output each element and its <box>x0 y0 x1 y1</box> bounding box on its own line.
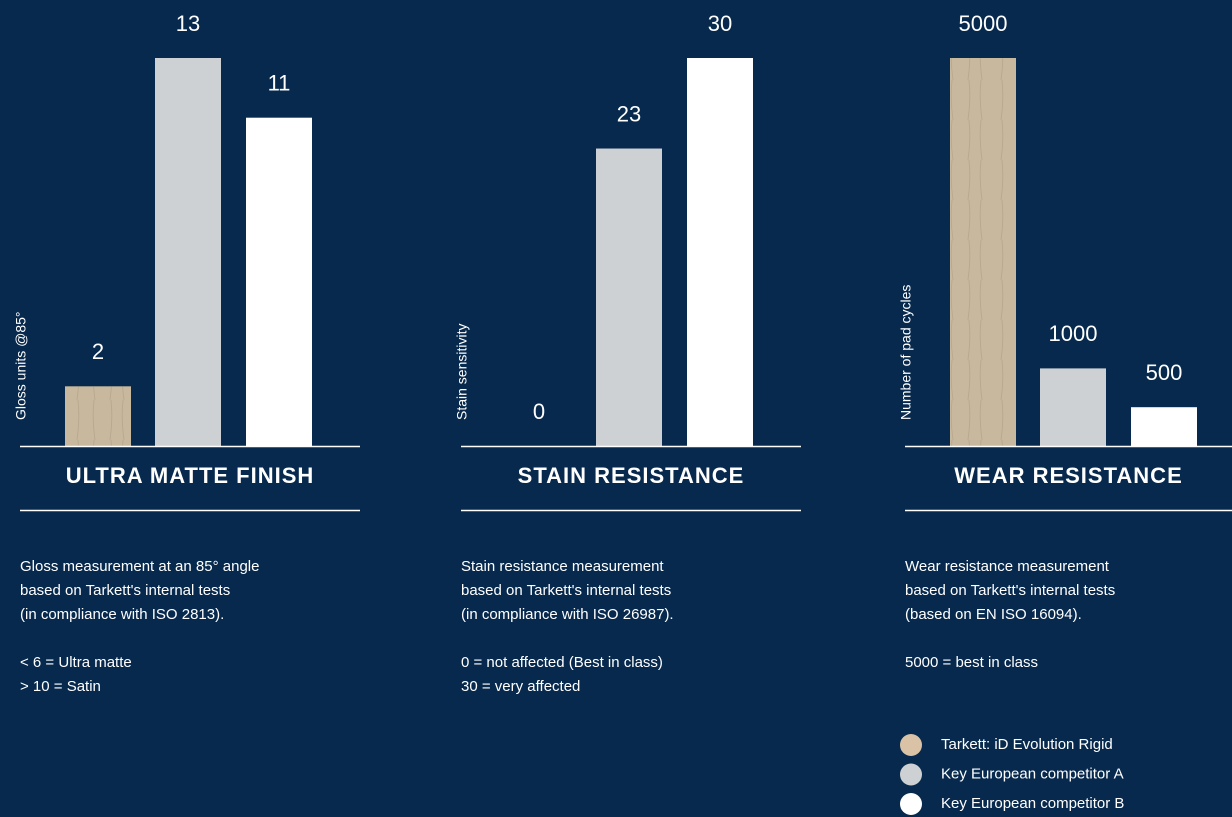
bar <box>596 149 662 446</box>
value-label: 5000 <box>959 11 1008 36</box>
legend-swatch <box>900 734 922 756</box>
value-label: 11 <box>268 71 291 96</box>
note-line: Stain resistance measurement <box>461 558 664 575</box>
bar <box>246 118 312 446</box>
value-label: 1000 <box>1049 321 1098 346</box>
chart-title: STAIN RESISTANCE <box>518 463 745 488</box>
y-axis-label: Gloss units @85° <box>13 311 29 420</box>
bar-texture <box>65 386 131 446</box>
legend-label: Key European competitor A <box>941 765 1124 782</box>
value-label: 13 <box>176 11 200 36</box>
legend-swatch <box>900 764 922 786</box>
note-line: 5000 = best in class <box>905 654 1038 671</box>
note-line: 0 = not affected (Best in class) <box>461 654 663 671</box>
value-label: 500 <box>1146 360 1183 385</box>
chart-title: WEAR RESISTANCE <box>954 463 1183 488</box>
note-line: 30 = very affected <box>461 678 580 695</box>
legend-swatch <box>900 793 922 815</box>
note-line: > 10 = Satin <box>20 678 101 695</box>
bar <box>155 58 221 446</box>
note-line: based on Tarkett's internal tests <box>20 582 230 599</box>
y-axis-label: Stain sensitivity <box>454 324 470 420</box>
bar <box>1040 368 1106 446</box>
note-line: (in compliance with ISO 26987). <box>461 606 674 623</box>
infographic: 2 13 11 Gloss units @85° ULTRA MATTE FINISH G… <box>0 0 1232 817</box>
value-label: 2 <box>92 339 104 364</box>
bar <box>1131 407 1197 446</box>
note-line: based on Tarkett's internal tests <box>461 582 671 599</box>
legend-label: Key European competitor B <box>941 795 1124 812</box>
chart-title: ULTRA MATTE FINISH <box>66 463 315 488</box>
legend-label: Tarkett: iD Evolution Rigid <box>941 736 1113 753</box>
note-line: based on Tarkett's internal tests <box>905 582 1115 599</box>
bar <box>687 58 753 446</box>
note-line: Gloss measurement at an 85° angle <box>20 558 259 575</box>
bar-texture <box>950 58 1016 446</box>
y-axis-label: Number of pad cycles <box>898 285 914 420</box>
value-label: 0 <box>533 399 545 424</box>
note-line: (based on EN ISO 16094). <box>905 606 1082 623</box>
note-line: (in compliance with ISO 2813). <box>20 606 224 623</box>
value-label: 23 <box>617 101 641 126</box>
value-label: 30 <box>708 11 732 36</box>
note-line: < 6 = Ultra matte <box>20 654 132 671</box>
note-line: Wear resistance measurement <box>905 558 1110 575</box>
